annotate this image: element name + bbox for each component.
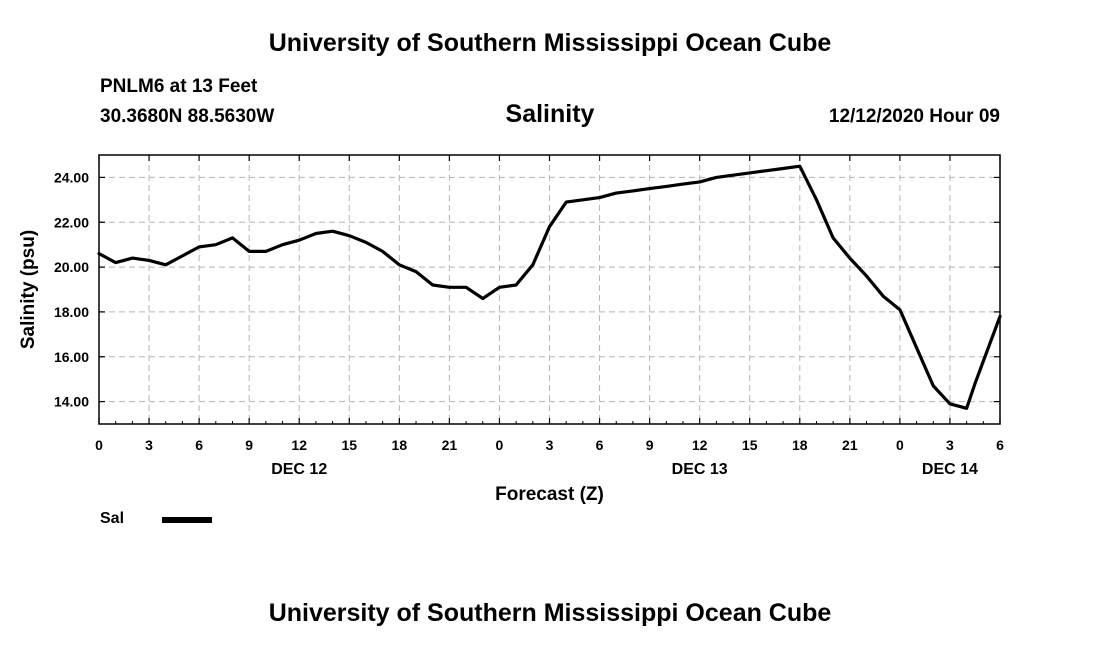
x-tick-label: 12: [692, 437, 708, 453]
page-title-bottom: University of Southern Mississippi Ocean…: [268, 599, 832, 627]
y-tick-label: 22.00: [54, 214, 89, 230]
x-tick-label: 9: [245, 437, 253, 453]
station-label: PNLM6 at 13 Feet: [100, 76, 258, 97]
x-tick-label: 18: [792, 437, 808, 453]
y-tick-label: 20.00: [54, 259, 89, 275]
plot-frame: [98, 154, 1001, 425]
day-label: DEC 14: [922, 461, 978, 478]
grid: [99, 155, 1000, 424]
x-tick-label: 0: [896, 437, 904, 453]
x-tick-label: 9: [646, 437, 654, 453]
y-tick-label: 16.00: [54, 349, 89, 365]
y-tick-label: 24.00: [54, 169, 89, 185]
x-tick-label: 0: [95, 437, 103, 453]
y-tick-label: 14.00: [54, 394, 89, 410]
x-tick-label: 18: [392, 437, 408, 453]
series-layer: [97, 164, 1002, 410]
x-tick-label: 12: [291, 437, 307, 453]
x-tick-label: 3: [145, 437, 153, 453]
x-tick-label: 3: [546, 437, 554, 453]
x-tick-label: 21: [842, 437, 858, 453]
datetime-label: 12/12/2020 Hour 09: [828, 106, 1000, 127]
coordinates-label: 30.3680N 88.5630W: [100, 106, 275, 127]
legend-swatch: [162, 517, 212, 523]
day-label: DEC 12: [271, 461, 327, 478]
x-axis-label: Forecast (Z): [495, 484, 604, 505]
x-tick-label: 21: [442, 437, 458, 453]
legend-label: Sal: [100, 510, 125, 527]
chart-title: Salinity: [505, 100, 595, 128]
series-line-sal: [97, 164, 1002, 410]
y-tick-label: 18.00: [54, 304, 89, 320]
x-tick-label: 6: [195, 437, 203, 453]
x-tick-label: 6: [996, 437, 1004, 453]
day-label: DEC 13: [672, 461, 728, 478]
x-tick-label: 15: [742, 437, 758, 453]
x-tick-label: 15: [341, 437, 357, 453]
page-title-top: University of Southern Mississippi Ocean…: [268, 29, 832, 57]
x-tick-label: 6: [596, 437, 604, 453]
x-tick-label: 0: [496, 437, 504, 453]
x-tick-label: 3: [946, 437, 954, 453]
axes: 0 3 6 9 12 15 18 21 0 3 6 9 12 15 18 21 0 3 6 DEC 12 DEC 13 D…: [54, 155, 1004, 478]
y-axis-label: Salinity (psu): [18, 230, 39, 349]
